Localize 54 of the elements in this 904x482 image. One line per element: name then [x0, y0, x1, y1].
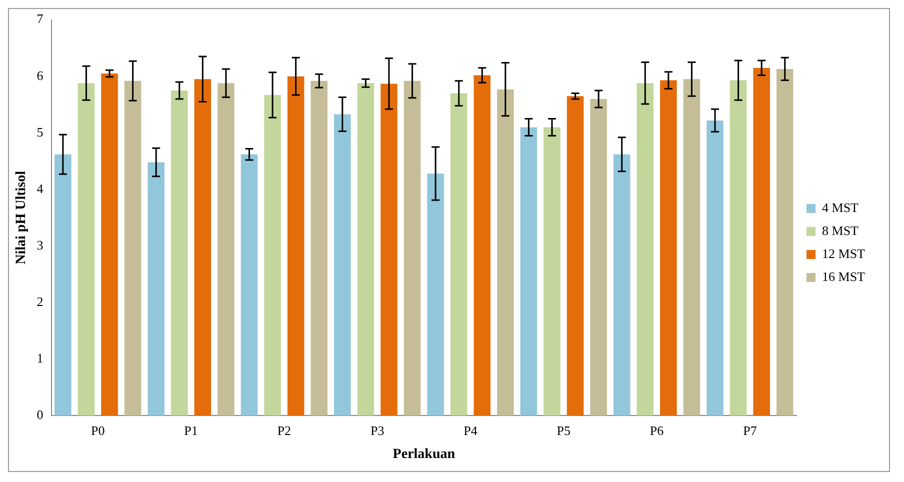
x-tick-label: P0 [91, 422, 105, 438]
bar [566, 96, 584, 416]
bar [78, 83, 95, 416]
bar [706, 120, 724, 416]
x-tick-label: P7 [743, 422, 758, 438]
legend-label: 16 MST [822, 268, 866, 284]
bar [380, 84, 398, 416]
x-tick-label: P6 [650, 422, 664, 438]
bar [54, 154, 72, 416]
bar [148, 162, 164, 416]
bar [683, 79, 700, 416]
y-tick-label: 0 [36, 407, 44, 422]
y-axis-title: Nilai pH Ultisol [14, 170, 30, 264]
bar [776, 68, 794, 416]
bar [124, 80, 142, 416]
legend-label: 12 MST [822, 246, 866, 261]
bar [218, 83, 234, 416]
bar [660, 80, 677, 416]
bar [310, 80, 328, 416]
x-tick-label: P4 [464, 422, 478, 438]
legend-label: 4 MST [822, 200, 859, 215]
bar [194, 79, 212, 416]
bar [334, 114, 351, 416]
bar [520, 127, 538, 416]
bar [636, 83, 654, 416]
bar [240, 154, 258, 416]
y-tick-label: 7 [36, 11, 44, 26]
bar [613, 154, 630, 416]
bar [427, 174, 444, 416]
bar [450, 93, 468, 416]
bar [474, 75, 491, 416]
y-tick-label: 1 [36, 350, 44, 366]
y-tick-label: 2 [36, 294, 44, 309]
x-tick-label: P2 [277, 422, 292, 438]
y-tick-label: 5 [36, 124, 44, 140]
x-tick-label: P1 [184, 422, 198, 438]
x-tick-label: P3 [370, 422, 384, 438]
bar [544, 127, 560, 416]
bar [730, 80, 747, 416]
bar [404, 80, 421, 416]
bar [171, 90, 188, 416]
x-tick-label: P5 [556, 422, 571, 438]
bar [357, 83, 374, 416]
y-tick-label: 3 [36, 237, 44, 252]
x-axis-title: Perlakuan [392, 447, 456, 462]
bar [497, 89, 514, 416]
legend-label: 8 MST [822, 222, 859, 238]
bar [590, 98, 607, 416]
bar [287, 76, 304, 416]
bar [753, 68, 770, 416]
y-tick-label: 4 [36, 180, 44, 196]
y-tick-label: 6 [36, 68, 44, 83]
bar [264, 95, 281, 416]
bar [101, 74, 118, 416]
